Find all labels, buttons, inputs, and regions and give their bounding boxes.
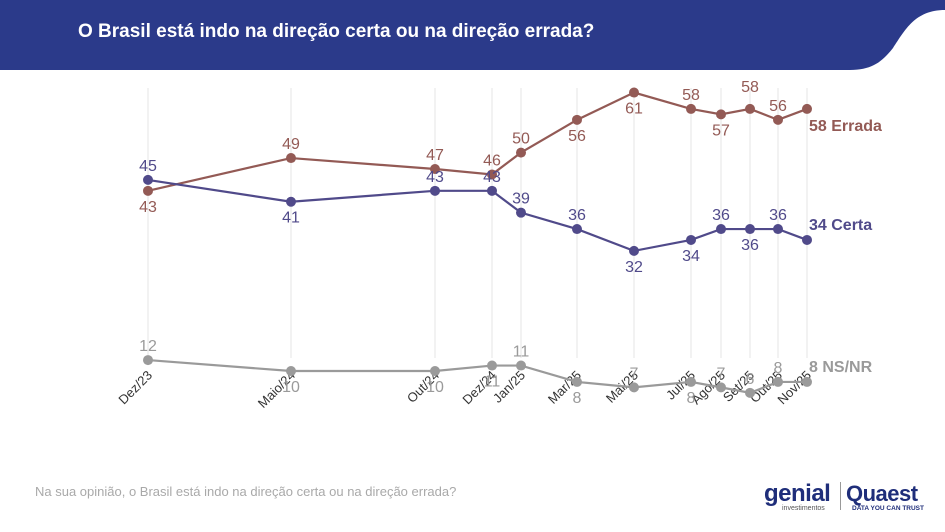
- data-point: [629, 87, 639, 98]
- data-label: 57: [712, 122, 730, 139]
- data-point: [430, 366, 440, 376]
- data-label: 45: [139, 158, 157, 175]
- data-label: 36: [568, 207, 586, 224]
- x-tick-label: Dez/23: [115, 368, 155, 408]
- data-point: [802, 103, 812, 114]
- data-point: [487, 360, 497, 371]
- series-end-label: 58 Errada: [809, 118, 882, 135]
- data-point: [572, 376, 582, 387]
- data-point: [572, 114, 582, 125]
- footnote-question: Na sua opinião, o Brasil está indo na di…: [35, 484, 457, 499]
- data-point: [487, 185, 497, 196]
- data-label: 56: [769, 98, 787, 115]
- data-point: [516, 360, 526, 371]
- data-label: 58: [741, 79, 759, 96]
- data-label: 32: [625, 259, 643, 276]
- header-background: [0, 0, 945, 70]
- data-point: [143, 174, 153, 185]
- data-label: 8: [687, 390, 696, 407]
- data-point: [487, 169, 497, 180]
- data-label: 36: [712, 207, 730, 224]
- data-label: 50: [512, 131, 530, 148]
- series-end-label: 34 Certa: [809, 217, 872, 234]
- genial-logo: genial: [764, 480, 831, 507]
- quaest-logo-subtitle: DATA YOU CAN TRUST: [852, 505, 924, 512]
- data-label: 36: [741, 237, 759, 254]
- data-point: [286, 366, 296, 376]
- data-point: [572, 224, 582, 235]
- series-line-certa: [147, 178, 808, 253]
- data-label: 36: [769, 207, 787, 224]
- data-point: [716, 382, 726, 393]
- genial-logo-subtitle: investimentos: [782, 505, 825, 512]
- data-label: 11: [513, 344, 530, 361]
- data-point: [773, 376, 783, 387]
- data-point: [686, 103, 696, 114]
- data-label: 8: [573, 390, 582, 407]
- header-banner: O Brasil está indo na direção certa ou n…: [0, 0, 945, 70]
- data-point: [516, 207, 526, 218]
- data-label: 41: [282, 210, 300, 227]
- data-point: [773, 114, 783, 125]
- data-label: 47: [426, 147, 444, 164]
- data-label: 61: [625, 101, 643, 118]
- data-point: [286, 196, 296, 207]
- data-label: 58: [682, 87, 700, 104]
- data-label: 10: [426, 379, 444, 396]
- data-point: [802, 376, 812, 387]
- data-point: [745, 387, 755, 398]
- data-point: [745, 103, 755, 114]
- data-label: 49: [282, 136, 300, 153]
- data-point: [745, 224, 755, 235]
- series-line-nsnr: [147, 358, 807, 394]
- quaest-logo: Quaest: [846, 481, 918, 506]
- data-point: [802, 234, 812, 245]
- data-point: [516, 147, 526, 158]
- data-label: 7: [630, 365, 639, 382]
- chart-title: O Brasil está indo na direção certa ou n…: [78, 21, 595, 42]
- logo-divider: [840, 482, 841, 510]
- data-label: 43: [483, 169, 501, 186]
- data-label: 11: [484, 374, 501, 391]
- data-point: [773, 224, 783, 235]
- data-label: 43: [139, 199, 157, 216]
- data-label: 10: [282, 379, 300, 396]
- data-point: [686, 234, 696, 245]
- data-label: 12: [139, 338, 157, 355]
- data-label: 7: [717, 365, 726, 382]
- data-label: 43: [426, 169, 444, 186]
- data-label: 56: [568, 128, 586, 145]
- data-label: 6: [746, 371, 755, 388]
- brand-logos: genial investimentos Quaest DATA YOU CAN…: [760, 478, 930, 518]
- data-point: [686, 376, 696, 387]
- data-label: 39: [512, 191, 530, 208]
- data-point: [629, 245, 639, 256]
- data-point: [716, 224, 726, 235]
- series-end-label: 8 NS/NR: [809, 359, 873, 376]
- data-point: [716, 109, 726, 120]
- data-point: [286, 153, 296, 164]
- data-point: [629, 382, 639, 393]
- data-point: [143, 185, 153, 196]
- data-label: 46: [483, 152, 501, 169]
- series-line-errada: [147, 91, 808, 192]
- data-point: [430, 163, 440, 174]
- data-label: 34: [682, 248, 700, 265]
- data-point: [143, 355, 153, 366]
- data-point: [430, 185, 440, 196]
- data-label: 8: [774, 360, 783, 377]
